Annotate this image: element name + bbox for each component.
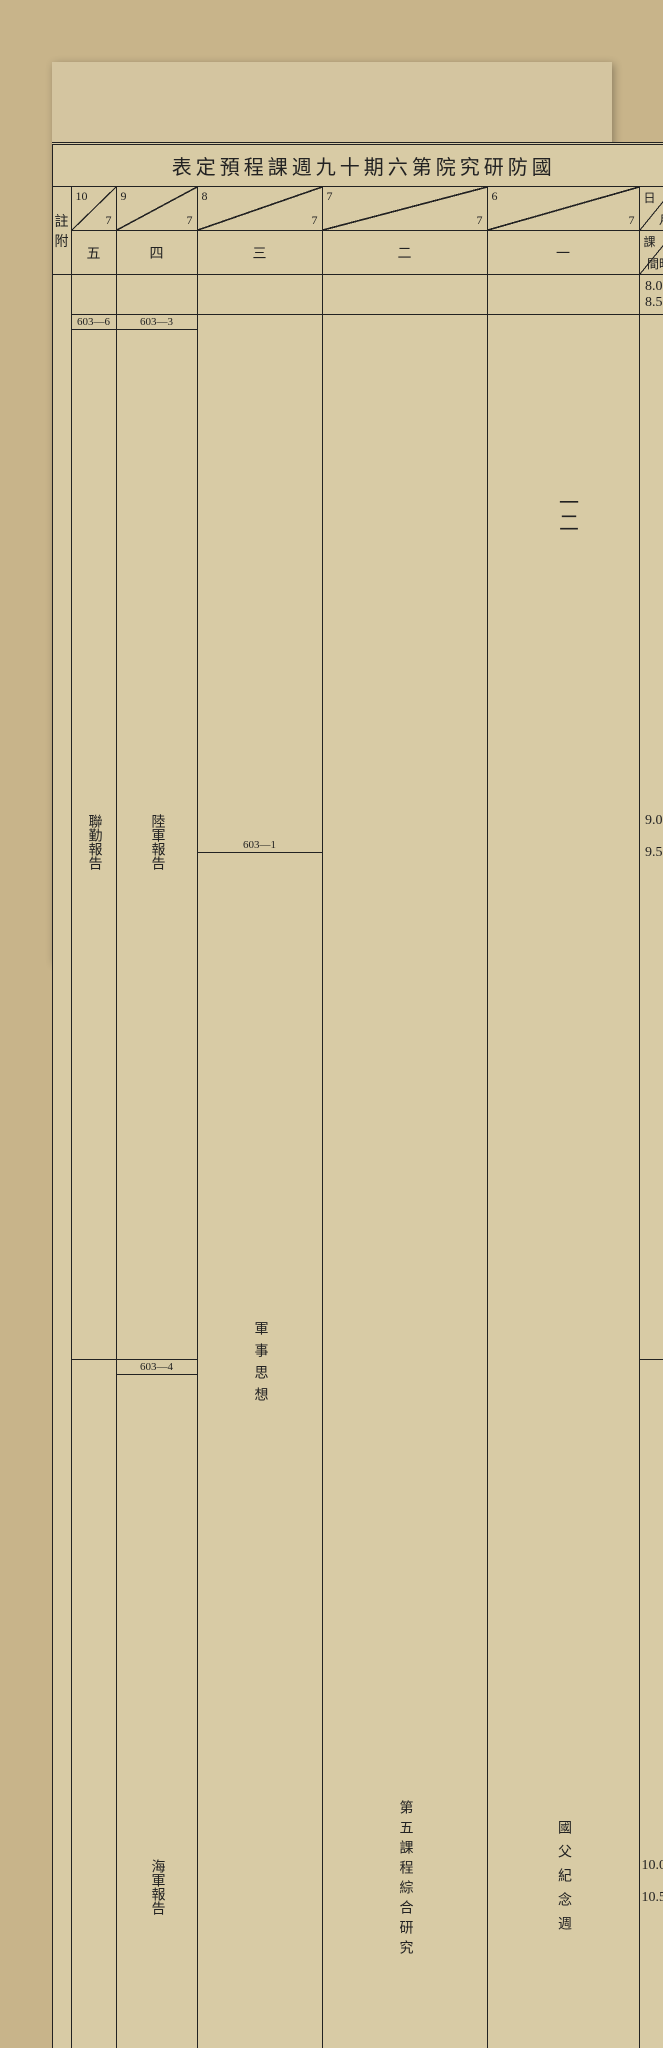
weekday-row: 五 四 三 二 一 課 間時 xyxy=(52,231,663,275)
page-number: 一二 xyxy=(553,492,582,532)
time-cell: 9.009.50 xyxy=(639,315,663,1360)
schedule-table: 表定預程課週九十期六第院究研防國 註 附 10 7 9 7 8 7 7 7 6 xyxy=(52,142,663,2048)
period-row: 8.008.50 xyxy=(52,275,663,315)
notes-header: 註 附 xyxy=(52,187,71,275)
table-title: 表定預程課週九十期六第院究研防國 xyxy=(52,144,663,187)
date-cell: 7 7 xyxy=(322,187,487,231)
course-cell: 603—6 聯勤報告 xyxy=(71,315,116,1360)
course-cell: 國父紀念週 xyxy=(487,315,639,2048)
course-cell: 603—8 後勤報告 xyxy=(71,1360,116,2048)
time-cell: 8.008.50 xyxy=(639,275,663,315)
date-label: 日 月 xyxy=(639,187,663,231)
time-cell: 10.0010.50 xyxy=(639,1360,663,2048)
date-cell: 9 7 xyxy=(116,187,197,231)
date-row: 註 附 10 7 9 7 8 7 7 7 6 7 日 xyxy=(52,187,663,231)
document-page: 一二 表定預程課週九十期六第院究研防國 註 附 10 7 9 7 8 7 7 7 xyxy=(52,62,612,962)
course-cell: 603—4 海軍報告 xyxy=(116,1360,197,2048)
course-cell: 603—3 陸軍報告 xyxy=(116,315,197,1360)
course-cell: 603—1 軍事思想 xyxy=(197,315,322,2048)
weekday-label: 課 間時 xyxy=(639,231,663,275)
weekday-cell: 四 xyxy=(116,231,197,275)
weekday-cell: 一 xyxy=(487,231,639,275)
weekday-cell: 三 xyxy=(197,231,322,275)
title-row: 表定預程課週九十期六第院究研防國 xyxy=(52,144,663,187)
weekday-cell: 二 xyxy=(322,231,487,275)
date-cell: 6 7 xyxy=(487,187,639,231)
period-row: 603—6 聯勤報告 603—3 陸軍報告 603—1 軍事思想 第五課程綜合研… xyxy=(52,315,663,1360)
date-cell: 10 7 xyxy=(71,187,116,231)
weekday-cell: 五 xyxy=(71,231,116,275)
course-cell: 第五課程綜合研究 xyxy=(322,315,487,2048)
notes-col xyxy=(52,275,71,2048)
date-cell: 8 7 xyxy=(197,187,322,231)
